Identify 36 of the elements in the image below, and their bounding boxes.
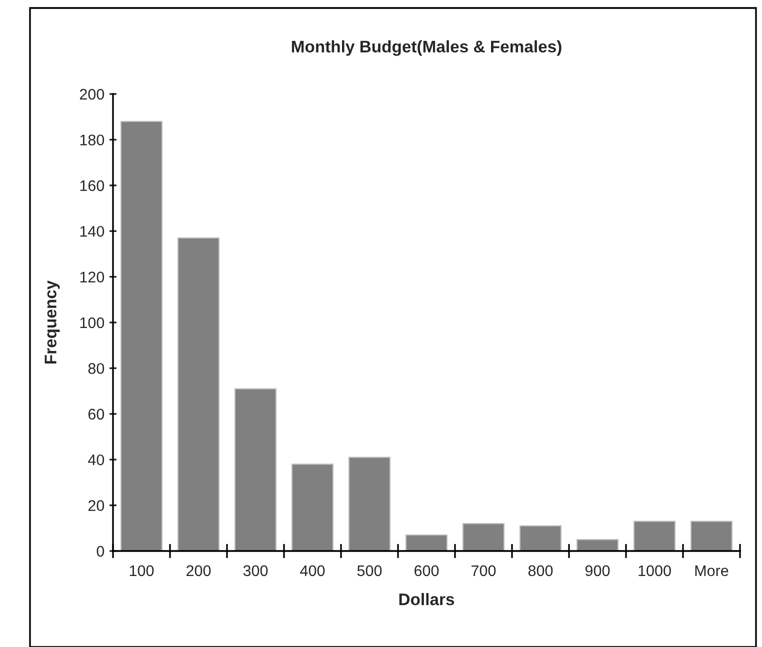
y-tick-label: 60 (88, 408, 104, 420)
bar (405, 534, 448, 551)
x-tick-label: 1000 (638, 565, 671, 576)
y-tick-label: 200 (80, 88, 104, 100)
bar (291, 464, 334, 551)
x-tick-label: 100 (130, 565, 154, 576)
bar (348, 456, 391, 551)
y-axis-title: Frequency (44, 280, 60, 364)
x-tick-label: 200 (186, 565, 211, 576)
chart-title: Monthly Budget(Males & Females) (292, 40, 562, 56)
y-tick-label: 80 (88, 363, 104, 374)
y-tick-label: 140 (80, 226, 104, 237)
bar (177, 237, 220, 551)
x-tick-label: 300 (243, 565, 268, 576)
x-axis-title: Dollars (399, 593, 454, 606)
y-tick-label: 160 (80, 180, 104, 192)
x-tick-label: 600 (414, 565, 439, 576)
y-tick-label: 120 (80, 272, 104, 282)
x-tick-label: 400 (300, 565, 325, 576)
bar (576, 539, 619, 551)
bar (120, 120, 163, 551)
x-tick-label: More (695, 565, 728, 576)
x-tick-label: 500 (357, 565, 382, 576)
y-tick-label: 40 (88, 454, 104, 466)
bar (633, 520, 676, 551)
bar (690, 520, 733, 551)
bar (462, 523, 505, 551)
y-tick-label: 0 (96, 546, 104, 557)
x-tick-label: 800 (528, 565, 553, 576)
x-tick-label: 900 (585, 565, 610, 576)
x-tick-label: 700 (472, 565, 496, 576)
bar (234, 388, 277, 551)
y-tick-label: 20 (88, 500, 104, 511)
y-tick-label: 180 (80, 134, 104, 146)
bar (519, 525, 562, 551)
y-tick-label: 100 (80, 317, 104, 328)
